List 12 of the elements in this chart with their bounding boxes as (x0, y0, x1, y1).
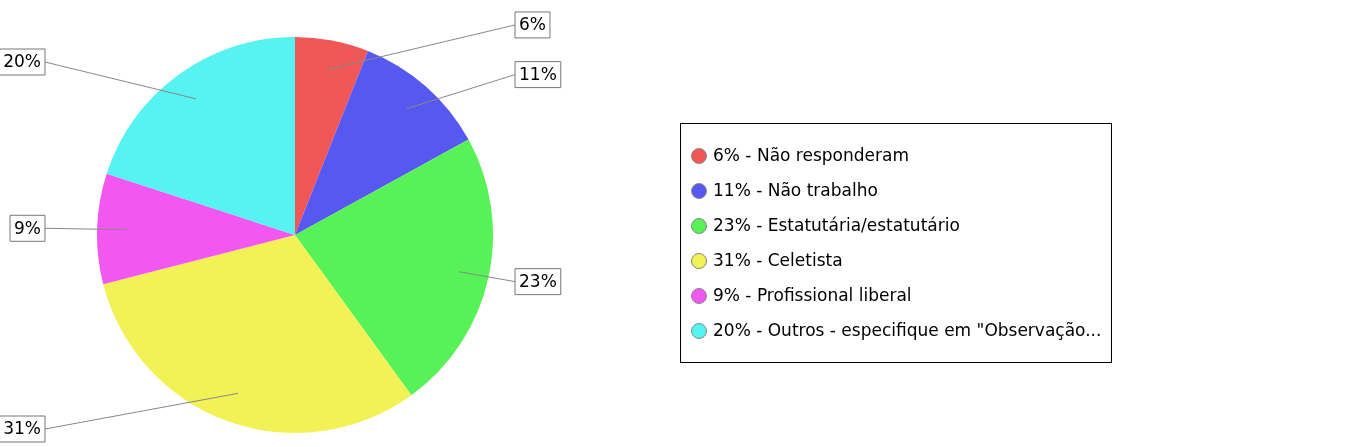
legend-label: 23% - Estatutária/estatutário (713, 214, 960, 237)
data-label: 23% (518, 271, 557, 292)
data-label: 20% (3, 51, 42, 72)
legend-label: 9% - Profissional liberal (713, 284, 912, 307)
legend-label: 11% - Não trabalho (713, 179, 878, 202)
data-label: 6% (518, 14, 546, 35)
data-label: 9% (14, 217, 42, 238)
legend-label: 6% - Não responderam (713, 144, 909, 167)
data-label: 31% (3, 418, 42, 439)
data-label: 11% (518, 64, 557, 85)
legend-label: 31% - Celetista (713, 249, 843, 272)
legend-label: 20% - Outros - especifique em "Observação... (713, 319, 1102, 342)
